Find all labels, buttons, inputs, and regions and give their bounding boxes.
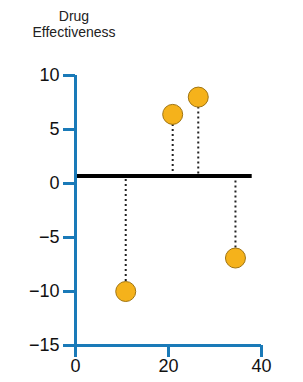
- svg-text:40: 40: [251, 356, 271, 376]
- svg-text:−5: −5: [39, 227, 60, 247]
- svg-text:−10: −10: [29, 281, 60, 301]
- svg-text:−15: −15: [29, 335, 60, 355]
- html-text:Drug Effectiveness: Drug Effectiveness: [32, 8, 116, 40]
- svg-text:10: 10: [39, 65, 59, 85]
- svg-text:20: 20: [158, 356, 178, 376]
- svg-text:0: 0: [70, 356, 80, 376]
- svg-text:0: 0: [49, 173, 59, 193]
- svg-text:5: 5: [49, 119, 59, 139]
